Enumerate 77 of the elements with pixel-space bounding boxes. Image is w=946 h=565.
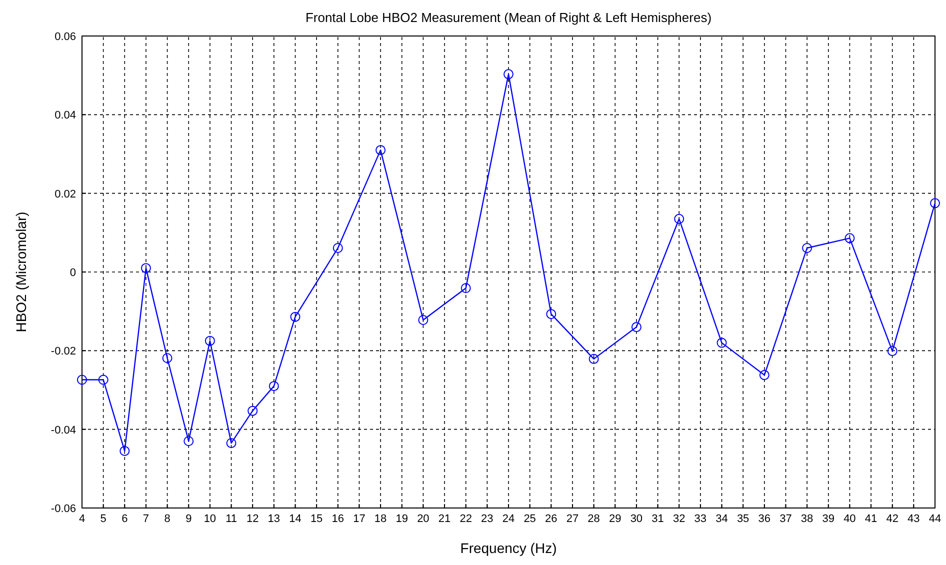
x-tick-label: 41 <box>864 513 878 525</box>
point <box>204 336 215 346</box>
x-tick-label: 30 <box>630 513 643 525</box>
x-tick-label: 10 <box>204 513 216 525</box>
x-tick-label: 29 <box>609 513 622 525</box>
point <box>631 322 642 332</box>
point <box>140 263 151 274</box>
point <box>268 381 279 392</box>
point <box>460 283 471 294</box>
x-tick-label: 25 <box>524 513 536 525</box>
x-tick-label: 4 <box>78 513 86 525</box>
x-tick-label: 31 <box>652 513 664 525</box>
x-tick-label: 9 <box>186 513 192 525</box>
x-tick-label: 33 <box>694 513 707 525</box>
point <box>674 214 684 224</box>
x-tick-label: 23 <box>481 513 494 525</box>
x-tick-label: 32 <box>672 513 686 525</box>
x-tick-label: 26 <box>545 513 558 525</box>
point <box>376 145 386 156</box>
x-tick-label: 37 <box>780 513 792 525</box>
point <box>418 314 428 325</box>
point <box>98 374 108 385</box>
x-tick-label: 18 <box>374 513 387 525</box>
y-axis-title: HBO2 (Micromolar) <box>13 212 29 332</box>
point <box>162 353 172 364</box>
point <box>77 374 87 385</box>
x-tick-label: 17 <box>353 513 366 525</box>
x-axis-title: Frequency (Hz) <box>460 540 557 556</box>
point <box>716 338 727 348</box>
point <box>759 370 770 380</box>
point <box>930 198 940 208</box>
x-tick-label: 43 <box>908 513 920 525</box>
point <box>504 69 514 80</box>
y-tick-label: -0.04 <box>50 424 76 436</box>
x-tick-label: 34 <box>716 513 728 525</box>
point <box>226 438 236 448</box>
y-tick-label: 0.06 <box>54 31 76 43</box>
point <box>844 233 855 244</box>
x-tick-label: 6 <box>122 513 128 525</box>
x-tick-label: 15 <box>310 513 323 525</box>
x-tick-label: 11 <box>226 513 237 525</box>
y-tick-label: 0.02 <box>54 188 76 200</box>
x-tick-label: 7 <box>142 513 150 525</box>
x-tick-label: 38 <box>800 513 814 525</box>
y-tick-label: 0 <box>70 267 76 279</box>
x-tick-label: 19 <box>396 513 408 525</box>
x-tick-label: 12 <box>246 513 259 525</box>
x-tick-label: 36 <box>758 513 771 525</box>
y-tick-label: -0.02 <box>50 346 76 358</box>
x-tick-label: 8 <box>164 513 170 525</box>
x-tick-label: 39 <box>822 513 834 525</box>
x-tick-label: 22 <box>460 513 472 525</box>
x-tick-label: 35 <box>736 513 750 525</box>
point <box>588 354 599 364</box>
point <box>248 406 258 416</box>
point <box>120 446 130 456</box>
x-tick-label: 42 <box>886 513 898 525</box>
y-tick-label: -0.06 <box>50 503 76 515</box>
x-tick-label: 21 <box>438 513 451 525</box>
x-tick-label: 5 <box>100 513 106 525</box>
x-tick-label: 24 <box>502 513 515 525</box>
x-tick-label: 13 <box>268 513 280 525</box>
x-tick-label: 40 <box>844 513 856 525</box>
x-tick-label: 20 <box>417 513 430 525</box>
point <box>332 243 343 254</box>
x-tick-label: 16 <box>332 513 344 525</box>
point <box>184 436 194 446</box>
y-tick-label: 0.04 <box>54 110 76 122</box>
x-tick-label: 14 <box>289 513 302 525</box>
point <box>546 309 556 320</box>
x-tick-label: 27 <box>566 513 579 525</box>
x-tick-label: 28 <box>588 513 600 525</box>
point <box>290 312 300 322</box>
chart-title: Frontal Lobe HBO2 Measurement (Mean of Right & Left Hemispheres) <box>305 10 712 25</box>
point <box>887 346 898 356</box>
point <box>802 243 812 254</box>
x-tick-label: 44 <box>928 513 942 525</box>
